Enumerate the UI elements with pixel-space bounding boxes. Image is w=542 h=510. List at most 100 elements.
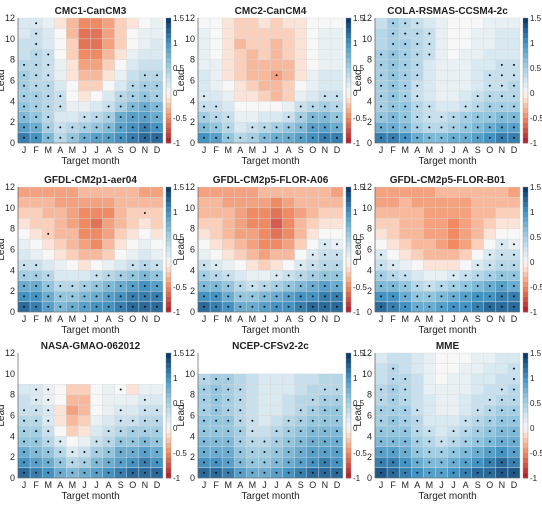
significance-dot bbox=[428, 430, 431, 433]
significance-dot bbox=[311, 461, 314, 464]
significance-dot bbox=[380, 398, 383, 401]
heatmap-cell bbox=[483, 197, 497, 209]
colorbar-segment bbox=[346, 463, 351, 469]
heatmap-cell bbox=[78, 384, 91, 395]
significance-dot bbox=[95, 450, 98, 453]
heatmap-cell bbox=[423, 384, 436, 395]
significance-dot bbox=[107, 430, 110, 433]
heatmap-cell bbox=[411, 207, 424, 219]
x-tick-label: O bbox=[486, 314, 493, 324]
heatmap-cell bbox=[66, 38, 79, 50]
heatmap-cell bbox=[234, 101, 247, 112]
significance-dot bbox=[488, 419, 491, 422]
significance-dot bbox=[131, 274, 134, 277]
significance-dot bbox=[512, 274, 515, 277]
y-tick-label: 10 bbox=[5, 203, 15, 213]
significance-dot bbox=[71, 126, 74, 129]
significance-dot bbox=[215, 440, 218, 443]
significance-dot bbox=[155, 295, 158, 298]
heatmap-cell bbox=[459, 28, 472, 40]
heatmap-cell bbox=[78, 249, 91, 261]
colorbar-tick-label: 0 bbox=[173, 258, 178, 267]
heatmap-cell bbox=[306, 384, 320, 395]
significance-dot bbox=[380, 284, 383, 287]
colorbar-segment bbox=[166, 458, 171, 464]
heatmap-cell bbox=[447, 404, 460, 416]
heatmap-cell bbox=[209, 80, 223, 92]
heatmap-cell bbox=[282, 238, 295, 250]
heatmap-cell bbox=[150, 59, 164, 71]
heatmap-cell bbox=[54, 69, 67, 81]
significance-dot bbox=[23, 105, 26, 108]
significance-dot bbox=[35, 430, 38, 433]
heatmap-cell bbox=[234, 259, 247, 271]
significance-dot bbox=[299, 126, 302, 129]
significance-dot bbox=[488, 74, 491, 77]
significance-dot bbox=[131, 461, 134, 464]
significance-dot bbox=[155, 95, 158, 98]
heatmap-cell bbox=[246, 207, 259, 219]
y-tick-label: 10 bbox=[185, 203, 195, 213]
heatmap-cell bbox=[90, 404, 103, 416]
heatmap-cell bbox=[66, 207, 79, 219]
heatmap-cell bbox=[246, 218, 259, 229]
significance-dot bbox=[335, 440, 338, 443]
heatmap-cell bbox=[507, 186, 521, 198]
heatmap-cell bbox=[374, 238, 388, 250]
significance-dot bbox=[35, 136, 38, 139]
colorbar-tick-label: -1 bbox=[353, 474, 361, 483]
heatmap-cell bbox=[102, 90, 115, 102]
colorbar-segment bbox=[166, 38, 171, 44]
heatmap-cell bbox=[471, 186, 484, 198]
significance-dot bbox=[287, 440, 290, 443]
heatmap-cell bbox=[423, 415, 436, 427]
colorbar-segment bbox=[346, 297, 351, 303]
colorbar-segment bbox=[346, 237, 351, 243]
significance-dot bbox=[23, 461, 26, 464]
significance-dot bbox=[311, 253, 314, 256]
significance-dot bbox=[215, 471, 218, 474]
colorbar-tick-label: 0 bbox=[353, 258, 358, 267]
significance-dot bbox=[464, 115, 467, 118]
heatmap-cell bbox=[102, 384, 115, 395]
significance-dot bbox=[131, 95, 134, 98]
colorbar-segment bbox=[523, 113, 528, 119]
heatmap-cell bbox=[282, 207, 295, 219]
y-tick-label: 12 bbox=[362, 348, 372, 358]
heatmap-cell bbox=[411, 363, 424, 375]
significance-dot bbox=[476, 126, 479, 129]
significance-dot bbox=[512, 243, 515, 246]
heatmap-cell bbox=[294, 228, 307, 240]
significance-dot bbox=[512, 95, 515, 98]
colorbar-tick-label: 0 bbox=[173, 424, 178, 433]
significance-dot bbox=[488, 284, 491, 287]
colorbar-segment bbox=[523, 68, 528, 74]
colorbar-segment bbox=[523, 267, 528, 273]
heatmap-cell bbox=[270, 80, 283, 92]
significance-dot bbox=[203, 295, 206, 298]
significance-dot bbox=[95, 274, 98, 277]
x-tick-label: J bbox=[82, 314, 87, 324]
heatmap-cell bbox=[138, 49, 152, 60]
significance-dot bbox=[404, 378, 407, 381]
significance-dot bbox=[47, 295, 50, 298]
significance-dot bbox=[59, 105, 62, 108]
heatmap-cell bbox=[126, 186, 140, 198]
colorbar-segment bbox=[166, 53, 171, 59]
colorbar-tick-label: 1 bbox=[530, 39, 535, 48]
heatmap-cell bbox=[282, 186, 295, 198]
significance-dot bbox=[47, 398, 50, 401]
heatmap-cell bbox=[234, 238, 247, 250]
heatmap-cell bbox=[234, 373, 247, 385]
significance-dot bbox=[299, 105, 302, 108]
heatmap-cell bbox=[495, 186, 509, 198]
heatmap-cell bbox=[102, 28, 115, 40]
heatmap-cell bbox=[90, 38, 103, 50]
heatmap-cell bbox=[282, 394, 295, 406]
colorbar-segment bbox=[166, 138, 171, 144]
significance-dot bbox=[47, 126, 50, 129]
colorbar-frame bbox=[522, 17, 529, 144]
significance-dot bbox=[476, 95, 479, 98]
heatmap-cell bbox=[150, 186, 164, 198]
